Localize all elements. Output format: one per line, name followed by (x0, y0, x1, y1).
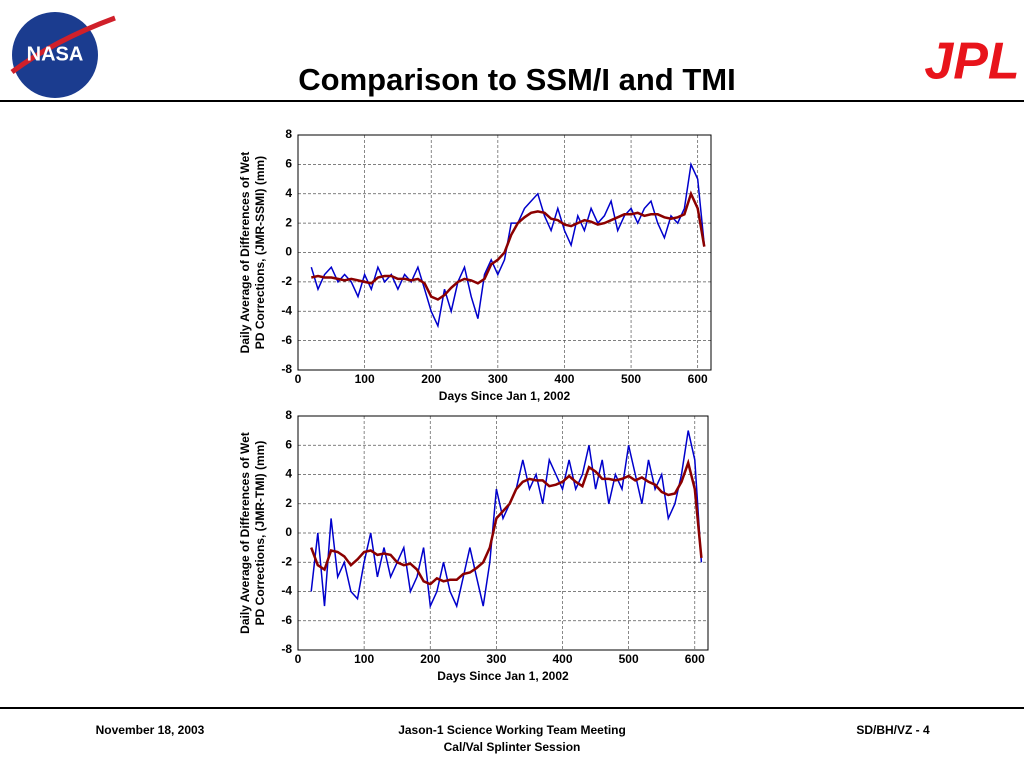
x-tick-label: 300 (486, 652, 506, 666)
y-axis-label: PD Corrections, (JMR-SSMI) (mm) (253, 156, 267, 349)
y-tick-label: 6 (285, 157, 292, 171)
y-tick-label: -2 (281, 274, 292, 288)
y-tick-label: 0 (285, 245, 292, 259)
jpl-logo: JPL (924, 33, 1019, 91)
y-tick-label: -6 (281, 613, 292, 627)
data-line (310, 430, 703, 609)
y-tick-label: 4 (285, 467, 292, 481)
data-line (310, 458, 703, 586)
footer-page: SD/BH/VZ - 4 (856, 723, 930, 737)
nasa-logo-text: NASA (27, 43, 84, 65)
x-tick-label: 0 (295, 652, 302, 666)
x-tick-label: 200 (420, 652, 440, 666)
footer-meeting: Jason-1 Science Working Team Meeting (398, 723, 626, 737)
y-axis-label: Daily Average of Differences of Wet (238, 432, 252, 634)
x-tick-label: 300 (488, 372, 508, 386)
y-tick-label: 8 (285, 408, 292, 422)
x-tick-label: 0 (295, 372, 302, 386)
x-tick-label: 400 (554, 372, 574, 386)
y-tick-label: 2 (285, 496, 292, 510)
x-axis-label: Days Since Jan 1, 2002 (439, 389, 571, 403)
y-tick-label: 2 (285, 215, 292, 229)
y-tick-label: -8 (281, 642, 292, 656)
y-axis-label: Daily Average of Differences of Wet (238, 152, 252, 354)
y-tick-label: -8 (281, 362, 292, 376)
y-tick-label: -4 (281, 584, 292, 598)
footer-session: Cal/Val Splinter Session (444, 740, 581, 754)
x-tick-label: 500 (621, 372, 641, 386)
x-tick-label: 500 (619, 652, 639, 666)
x-tick-label: 100 (354, 652, 374, 666)
y-tick-label: 0 (285, 525, 292, 539)
x-tick-label: 400 (553, 652, 573, 666)
x-tick-label: 200 (421, 372, 441, 386)
plot-frame (297, 415, 709, 651)
y-tick-label: -2 (281, 554, 292, 568)
y-tick-label: -6 (281, 333, 292, 347)
y-tick-label: 4 (285, 186, 292, 200)
data-line (311, 190, 706, 301)
y-tick-label: 6 (285, 437, 292, 451)
y-tick-label: 8 (285, 127, 292, 141)
y-axis-label: PD Corrections, (JMR-TMI) (mm) (253, 441, 267, 626)
y-tick-label: -4 (281, 303, 292, 317)
footer-date: November 18, 2003 (96, 723, 205, 737)
x-tick-label: 600 (685, 652, 705, 666)
x-tick-label: 100 (355, 372, 375, 386)
nasa-logo-swoosh (10, 15, 116, 75)
x-axis-label: Days Since Jan 1, 2002 (437, 669, 569, 683)
slide-title: Comparison to SSM/I and TMI (298, 62, 735, 97)
nasa-logo: NASA (10, 12, 116, 98)
plot-frame (297, 134, 712, 371)
x-tick-label: 600 (688, 372, 708, 386)
